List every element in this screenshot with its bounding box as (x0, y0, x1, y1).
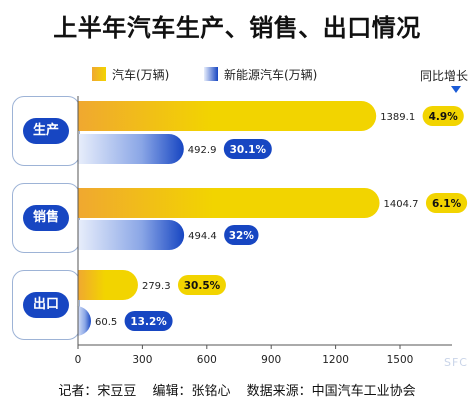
car-growth-label-0: 4.9% (429, 111, 459, 123)
car-growth-badge-1 (425, 193, 468, 213)
footer: 记者：宋豆豆 编辑：张铭心 数据来源：中国汽车工业协会 (0, 380, 474, 399)
group-label-production: 生产 (23, 118, 69, 144)
growth-arrow-icon (451, 86, 461, 93)
nev-growth-badge-2 (124, 311, 173, 331)
nev-value-label-0: 492.9 (188, 145, 217, 156)
x-tick-label-0: 0 (75, 354, 82, 366)
car-growth-badge-0 (422, 106, 464, 126)
nev-value-label-2: 60.5 (95, 317, 117, 328)
legend-label-car: 汽车(万辆) (112, 68, 170, 82)
legend-growth-label: 同比增长 (420, 69, 469, 83)
car-bar-出口 (78, 270, 138, 300)
legend-swatch-nev (204, 67, 218, 81)
nev-growth-label-0: 30.1% (230, 144, 267, 156)
chart-title: 上半年汽车生产、销售、出口情况 (53, 14, 421, 42)
car-value-label-2: 279.3 (142, 281, 171, 292)
watermark-logo: SFC (444, 356, 468, 369)
nev-bar-销售 (78, 220, 185, 250)
nev-bar-生产 (78, 134, 184, 164)
nev-growth-badge-1 (224, 225, 259, 245)
nev-growth-badge-0 (223, 139, 272, 159)
car-growth-badge-2 (177, 275, 226, 295)
nev-bar-出口 (75, 306, 91, 336)
legend-swatch-car (92, 67, 106, 81)
x-tick-label-5: 1500 (387, 354, 414, 366)
car-bar-销售 (78, 188, 380, 218)
nev-growth-label-1: 32% (229, 230, 255, 242)
legend-item-car: 汽车(万辆) (92, 67, 169, 83)
legend-item-nev: 新能源汽车(万辆) (204, 67, 317, 83)
car-bar-生产 (78, 101, 377, 131)
x-tick-label-2: 600 (197, 354, 217, 366)
nev-value-label-1: 494.4 (188, 231, 217, 242)
car-growth-label-2: 30.5% (184, 280, 221, 292)
x-tick-label-4: 1200 (322, 354, 349, 366)
footer-reporter: 记者：宋豆豆 (58, 384, 137, 399)
group-label-sales: 销售 (23, 205, 69, 231)
nev-growth-label-2: 13.2% (130, 316, 167, 328)
footer-editor: 编辑：张铭心 (152, 384, 231, 399)
footer-source: 数据来源：中国汽车工业协会 (246, 384, 416, 399)
legend-label-nev: 新能源汽车(万辆) (224, 68, 318, 82)
car-value-label-0: 1389.1 (380, 112, 415, 123)
group-label-export: 出口 (23, 292, 69, 318)
x-tick-label-1: 300 (132, 354, 152, 366)
x-tick-label-3: 900 (261, 354, 281, 366)
car-value-label-1: 1404.7 (384, 199, 419, 210)
car-growth-label-1: 6.1% (432, 198, 462, 210)
